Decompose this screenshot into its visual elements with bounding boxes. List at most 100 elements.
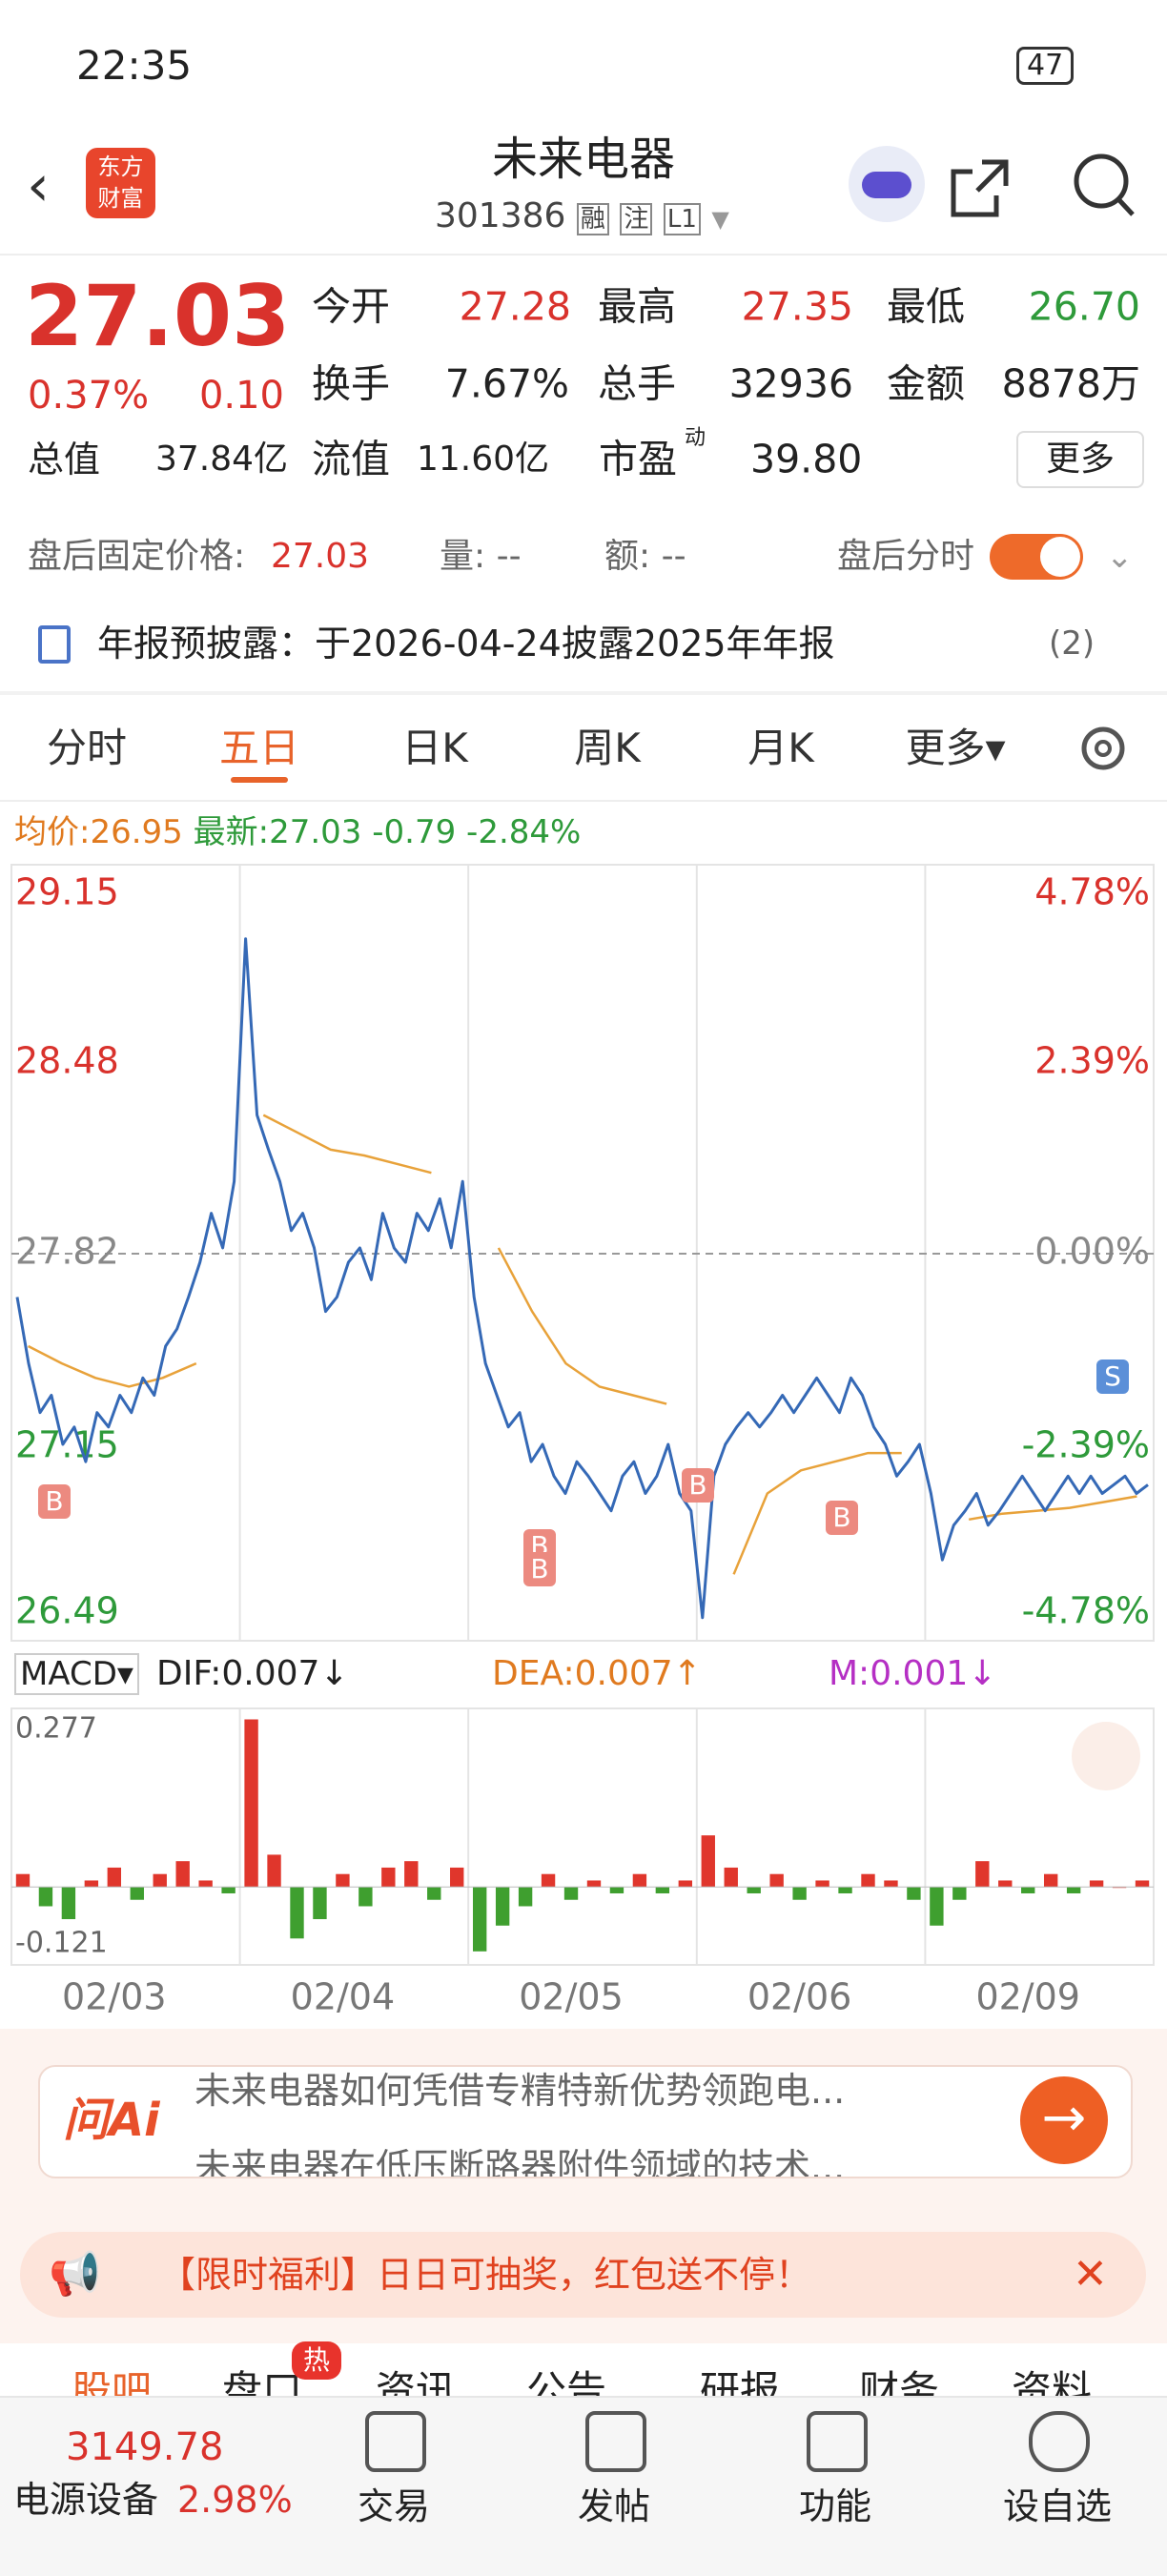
macd-bar: [244, 1719, 258, 1888]
avg-line: [28, 1114, 1137, 1575]
chevron: ⌄: [1106, 538, 1134, 576]
macd-bar: [427, 1887, 441, 1900]
macd-bar: [472, 1887, 487, 1952]
ah-amt: 额: --: [604, 537, 686, 576]
ah-vol: 量: --: [440, 537, 522, 576]
notice-text[interactable]: 年报预披露：于2026-04-24披露2025年年报: [97, 623, 835, 664]
more-button[interactable]: 更多: [1016, 431, 1144, 488]
avg: 26.95: [90, 813, 183, 851]
nav-label[interactable]: 功能: [798, 2485, 871, 2527]
tab[interactable]: 五日: [218, 725, 299, 771]
field-label: 总手: [598, 360, 676, 407]
macd-bar: [153, 1873, 167, 1888]
promo-banner[interactable]: 📢 【限时福利】日日可抽奖，红包送不停！ ✕: [20, 2232, 1146, 2318]
change-pct: 0.37%: [28, 374, 150, 418]
macd-frame: [10, 1707, 1155, 1966]
dif: DIF:0.007↓: [156, 1654, 349, 1693]
macd-bar: [792, 1887, 807, 1900]
toggle[interactable]: [990, 534, 1083, 580]
divider: [0, 691, 1167, 695]
hot-badge: 热: [292, 2341, 341, 2380]
date-label: 02/04: [291, 1976, 396, 2018]
field-label: 流值: [312, 436, 390, 482]
tab[interactable]: 周K: [574, 725, 641, 771]
trade-marker-label: B: [688, 1469, 706, 1501]
macd-bar: [1089, 1880, 1104, 1888]
ah-price: 27.03: [271, 537, 370, 576]
field-label: 换手: [312, 360, 390, 407]
macd-bar: [221, 1887, 235, 1893]
price: 27.03: [25, 267, 291, 365]
trade-marker: [826, 1501, 858, 1535]
nav-label[interactable]: 交易: [357, 2485, 430, 2527]
macd-bar: [84, 1880, 99, 1888]
trade-marker-label: S: [1104, 1360, 1121, 1392]
y-tick-label: 28.48: [15, 1040, 119, 1082]
macd-bar: [313, 1887, 327, 1920]
notice-count: (2): [1049, 624, 1095, 663]
macd-bar: [678, 1880, 693, 1888]
macd-bar: [815, 1880, 829, 1888]
macd-bar: [518, 1887, 533, 1907]
macd-bar: [632, 1873, 647, 1888]
tab[interactable]: 分时: [46, 725, 127, 771]
trade-marker: [682, 1468, 714, 1503]
field-value: 39.80: [750, 436, 863, 482]
date-label: 02/09: [975, 1976, 1080, 2018]
nav-label[interactable]: 发帖: [577, 2485, 650, 2527]
macd-bar: [61, 1887, 76, 1920]
field-value: 8878万: [1001, 360, 1140, 407]
tab[interactable]: 月K: [747, 725, 814, 771]
close[interactable]: ✕: [1073, 2250, 1108, 2299]
nav-icon[interactable]: [585, 2411, 646, 2472]
nav-label[interactable]: 设自选: [1002, 2485, 1112, 2527]
field-label: 市盈: [599, 436, 677, 482]
macd-bar: [450, 1867, 464, 1888]
field-sup: 动: [685, 426, 706, 450]
macd-bar: [838, 1887, 852, 1893]
macd-select[interactable]: MACD▾: [14, 1653, 139, 1695]
logo-line: 东方: [97, 153, 144, 180]
macd-bar: [609, 1887, 624, 1893]
expand-button: [1072, 1722, 1140, 1790]
index: 3149.78: [66, 2425, 224, 2469]
field-value: 26.70: [1028, 283, 1140, 330]
notice-icon: [38, 625, 71, 664]
ai-go[interactable]: →: [1020, 2076, 1108, 2164]
macd-bar: [907, 1887, 921, 1900]
chart: 29.15 4.78% 28.48 2.39% 27.82 0.00% 27.15 -2.39…: [10, 864, 1155, 2018]
field-label: 最低: [887, 283, 965, 330]
trade-marker-label: B: [832, 1502, 850, 1533]
back[interactable]: ‹: [27, 153, 50, 219]
pct-tick-label: 4.78%: [1034, 871, 1150, 913]
chart-frame: [10, 864, 1155, 1642]
macd-bar: [267, 1854, 281, 1888]
ah-label: 盘后固定价格:: [28, 537, 246, 576]
info-line: 均价:26.95 最新:27.03 -0.79 -2.84%: [14, 816, 581, 848]
date-label: 02/05: [519, 1976, 624, 2018]
ai-box[interactable]: 问Ai 未来电器如何凭借专精特新优势领跑电... 未来电器在低压断路器附件领域的…: [38, 2065, 1133, 2178]
macd-tick-label: -0.121: [15, 1927, 108, 1960]
logo-line: 财富: [97, 185, 144, 212]
chg: -0.79: [372, 813, 457, 851]
macd-bar: [884, 1880, 898, 1888]
badge: 注: [620, 203, 653, 235]
tab[interactable]: 日K: [401, 725, 468, 771]
tab[interactable]: 更多▾: [905, 725, 1006, 771]
code: 301386: [435, 196, 566, 235]
nav-icon[interactable]: [807, 2411, 868, 2472]
macd-bar: [930, 1887, 944, 1926]
last: 27.03: [269, 813, 362, 851]
m: M:0.001↓: [829, 1654, 997, 1693]
nav-icon[interactable]: [1029, 2411, 1090, 2472]
ai-line: 未来电器在低压断路器附件领域的技术...: [194, 2146, 846, 2178]
settings[interactable]: [1075, 720, 1132, 777]
sector: 电源设备: [13, 2479, 159, 2521]
logo: 东方 财富: [86, 148, 155, 218]
nav-icon[interactable]: [365, 2411, 426, 2472]
header-icons[interactable]: [839, 143, 1154, 229]
pct-tick-label: 2.39%: [1034, 1040, 1150, 1082]
bottom-bar: 3149.78 电源设备 2.98% 交易 发帖 功能 设自选: [0, 2396, 1167, 2576]
sector-pct: 2.98%: [177, 2479, 293, 2521]
